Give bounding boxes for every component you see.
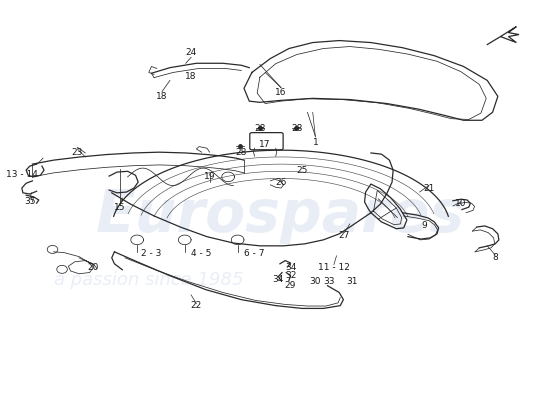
Text: 33: 33 [323,277,334,286]
Text: 2 - 3: 2 - 3 [141,249,162,258]
Text: 18: 18 [156,92,168,101]
Text: 9: 9 [421,222,427,230]
Text: 26: 26 [276,178,287,186]
Polygon shape [500,27,519,42]
Text: 24: 24 [185,48,197,57]
Text: 10: 10 [455,200,466,208]
Text: 21: 21 [424,184,435,192]
Text: 27: 27 [339,231,350,240]
Text: Eurospares: Eurospares [96,188,465,244]
Text: 15: 15 [114,204,125,212]
Text: 28: 28 [254,124,266,133]
Text: 34: 34 [273,275,284,284]
Text: 4 - 5: 4 - 5 [191,249,212,258]
Text: 32: 32 [285,271,296,280]
Text: 34: 34 [285,263,296,272]
Text: 13 - 14: 13 - 14 [6,170,38,178]
Text: 11 - 12: 11 - 12 [318,263,350,272]
Text: 25: 25 [296,166,308,175]
Text: 23: 23 [72,148,83,157]
Text: 1: 1 [312,138,318,147]
Text: 17: 17 [260,140,271,149]
Text: 28: 28 [291,124,302,133]
Text: 18: 18 [185,72,197,81]
Text: a passion since 1985: a passion since 1985 [53,271,243,289]
Text: 20: 20 [87,263,99,272]
Text: 16: 16 [275,88,287,97]
FancyBboxPatch shape [250,133,283,150]
Text: 28: 28 [235,148,247,157]
Text: 31: 31 [346,277,358,286]
Text: 30: 30 [310,277,321,286]
Text: 19: 19 [204,172,216,180]
Text: 8: 8 [492,253,498,262]
Text: 29: 29 [285,281,296,290]
Text: 35: 35 [24,198,36,206]
Text: 6 - 7: 6 - 7 [244,249,265,258]
Text: 22: 22 [191,301,202,310]
